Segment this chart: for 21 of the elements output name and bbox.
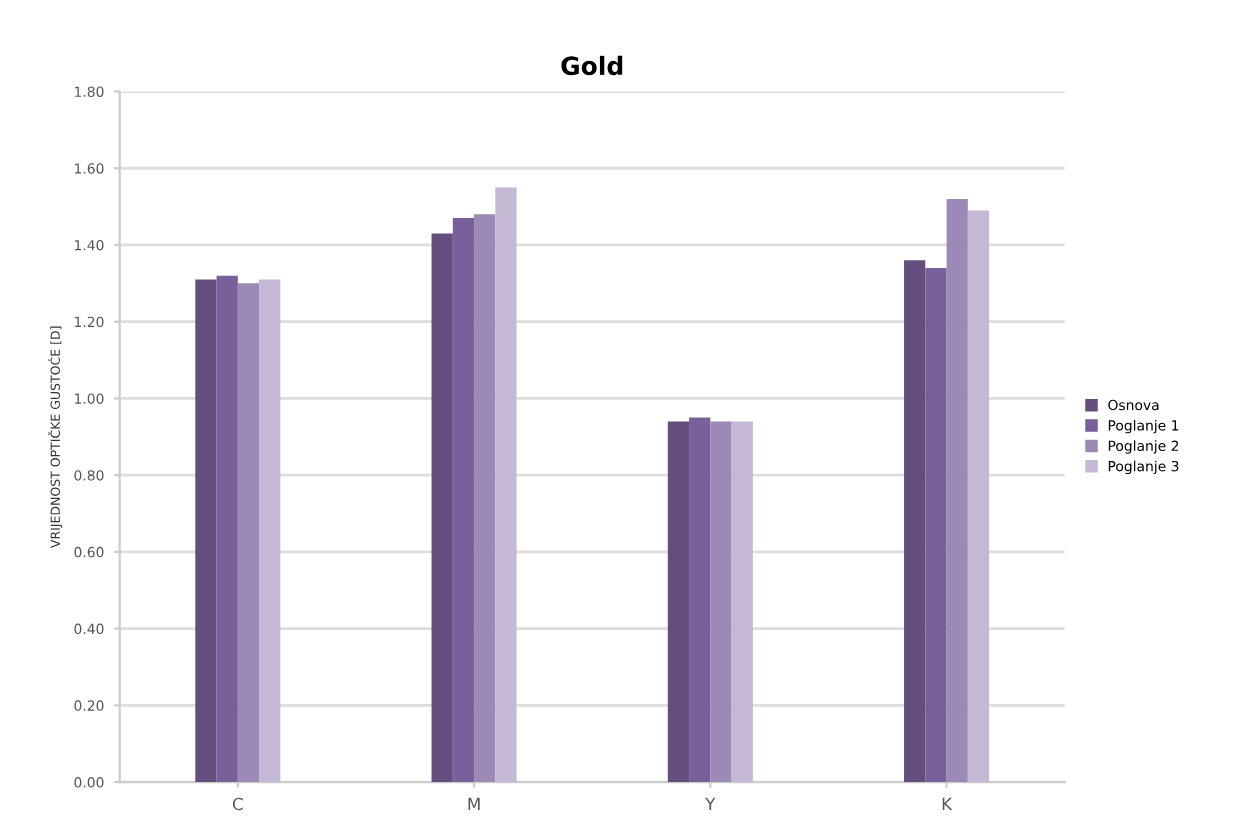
bar bbox=[904, 260, 926, 783]
bar bbox=[710, 421, 732, 783]
bar bbox=[689, 417, 711, 783]
chart-title: Gold bbox=[561, 55, 623, 76]
x-tick-label: Y bbox=[705, 797, 716, 811]
bar bbox=[731, 421, 753, 783]
bar bbox=[925, 268, 947, 783]
x-tick-label: K bbox=[942, 797, 953, 811]
bar bbox=[495, 187, 517, 783]
x-tick-label: M bbox=[468, 797, 480, 811]
bar bbox=[237, 283, 260, 783]
bar bbox=[452, 218, 475, 783]
bar bbox=[431, 233, 453, 783]
bar bbox=[259, 279, 281, 783]
bar bbox=[195, 279, 217, 783]
bar bbox=[474, 214, 496, 783]
bar bbox=[967, 210, 990, 783]
bar bbox=[216, 275, 238, 783]
bar bbox=[667, 421, 690, 783]
x-tick-label: C bbox=[232, 797, 243, 811]
bar bbox=[946, 198, 968, 783]
